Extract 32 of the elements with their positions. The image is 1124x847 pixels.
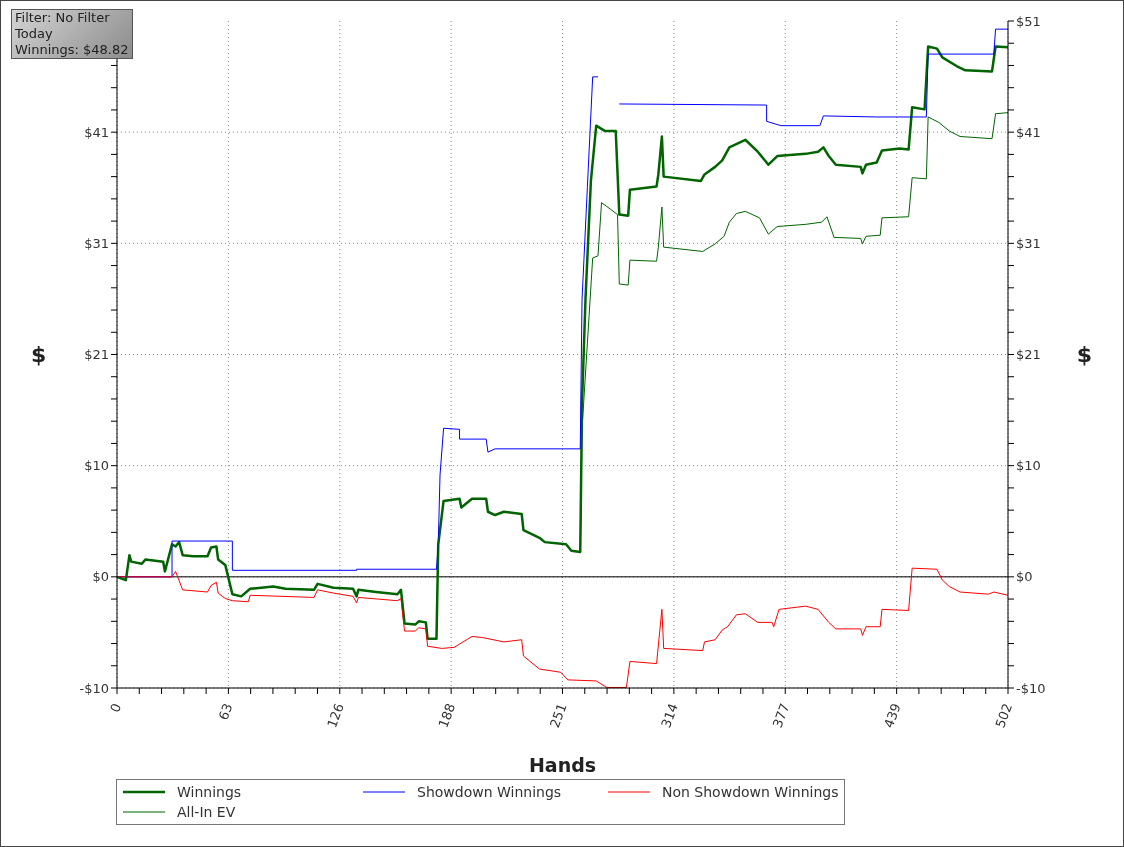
x-tick-label: 126 [324, 701, 347, 730]
legend-label: All-In EV [177, 804, 236, 820]
legend-label: Winnings [177, 784, 242, 800]
y-tick-label: -$10 [79, 680, 109, 696]
x-tick-label: 439 [881, 701, 904, 730]
y-axis-title: $ [31, 342, 47, 368]
x-tick-label: 377 [769, 701, 793, 730]
y-tick-label: $31 [84, 235, 109, 251]
y-tick-label: $0 [92, 569, 109, 585]
y2-tick-label: $31 [1016, 235, 1041, 251]
y2-tick-label: $10 [1016, 458, 1041, 474]
y2-tick-label: -$10 [1016, 680, 1046, 696]
x-axis-title: Hands [528, 754, 597, 776]
legend-label: Non Showdown Winnings [662, 784, 839, 800]
x-tick-label: 314 [658, 701, 681, 730]
x-tick-label: 63 [215, 701, 236, 723]
y-tick-label: $41 [84, 124, 109, 140]
y-tick-label: $21 [84, 347, 109, 363]
text: Today [15, 26, 54, 42]
x-tick-label: 251 [546, 701, 570, 730]
y2-tick-label: $0 [1016, 569, 1033, 585]
x-tick-label: 0 [107, 701, 125, 715]
annotation: Winnings: $48.82 [15, 42, 129, 58]
y2-tick-label: $51 [1016, 13, 1041, 29]
y2-tick-label: $21 [1016, 347, 1041, 363]
y2-tick-label: $41 [1016, 124, 1041, 140]
legend-label: Showdown Winnings [417, 784, 562, 800]
y2-axis-title: $ [1076, 342, 1092, 368]
x-tick-label: 188 [435, 701, 459, 730]
y-tick-label: $10 [84, 458, 109, 474]
text: Filter: No Filter [15, 10, 111, 26]
x-tick-label: 502 [992, 701, 1016, 730]
